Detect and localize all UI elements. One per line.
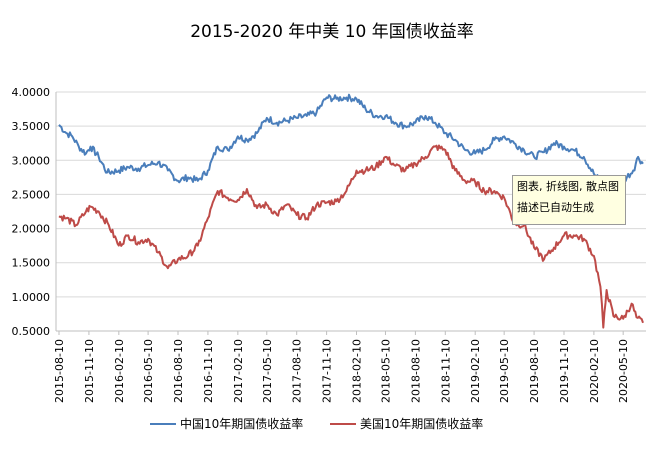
- x-axis-ticks: 2015-08-10 2015-11-10 2016-02-10 2016-05-10…: [53, 331, 630, 403]
- x-tick-label: 2016-11-10: [202, 339, 215, 403]
- x-tick-label: 2015-11-10: [83, 339, 96, 403]
- series-line-2: [58, 144, 644, 329]
- x-tick-label: 2019-02-10: [469, 339, 482, 403]
- x-tick-label: 2017-05-10: [261, 339, 274, 403]
- x-tick-label: 2019-05-10: [498, 339, 511, 403]
- chart-title: 2015-2020 年中美 10 年国债收益率: [190, 22, 474, 42]
- y-tick-label: 2.5000: [12, 188, 51, 201]
- x-tick-label: 2017-08-10: [291, 339, 304, 403]
- y-tick-label: 4.0000: [12, 86, 51, 99]
- tooltip: 图表, 折线图, 散点图 描述已自动生成: [512, 175, 626, 225]
- x-tick-label: 2016-02-10: [113, 339, 126, 403]
- legend-label-1: 中国10年期国债收益率: [180, 416, 303, 431]
- x-tick-label: 2018-08-10: [409, 339, 422, 403]
- x-tick-label: 2018-05-10: [379, 339, 392, 403]
- y-tick-label: 1.5000: [12, 257, 51, 270]
- x-tick-label: 2019-11-10: [558, 339, 571, 403]
- tooltip-line-2: 描述已自动生成: [517, 201, 594, 214]
- series-line-1: [58, 93, 644, 194]
- y-tick-label: 3.0000: [12, 154, 51, 167]
- y-axis-ticks: 4.0000 3.5000 3.0000 2.5000 2.0000 1.5000 1.00…: [12, 86, 51, 338]
- x-tick-label: 2018-02-10: [351, 339, 364, 403]
- series-lines: [58, 93, 644, 329]
- x-tick-label: 2015-08-10: [53, 339, 66, 403]
- x-tick-label: 2016-08-10: [172, 339, 185, 403]
- legend: 中国10年期国债收益率 美国10年期国债收益率: [150, 416, 483, 431]
- x-tick-label: 2017-11-10: [321, 339, 334, 403]
- tooltip-line-1: 图表, 折线图, 散点图: [517, 180, 619, 193]
- y-tick-label: 1.0000: [12, 291, 51, 304]
- x-tick-label: 2018-11-10: [439, 339, 452, 403]
- y-tick-label: 2.0000: [12, 223, 51, 236]
- x-tick-label: 2016-05-10: [142, 339, 155, 403]
- x-tick-label: 2020-02-10: [588, 339, 601, 403]
- y-tick-label: 3.5000: [12, 120, 51, 133]
- y-tick-label: 0.5000: [12, 325, 51, 338]
- x-tick-label: 2019-08-10: [528, 339, 541, 403]
- x-tick-label: 2017-02-10: [232, 339, 245, 403]
- legend-label-2: 美国10年期国债收益率: [360, 416, 483, 431]
- x-tick-label: 2020-05-10: [617, 339, 630, 403]
